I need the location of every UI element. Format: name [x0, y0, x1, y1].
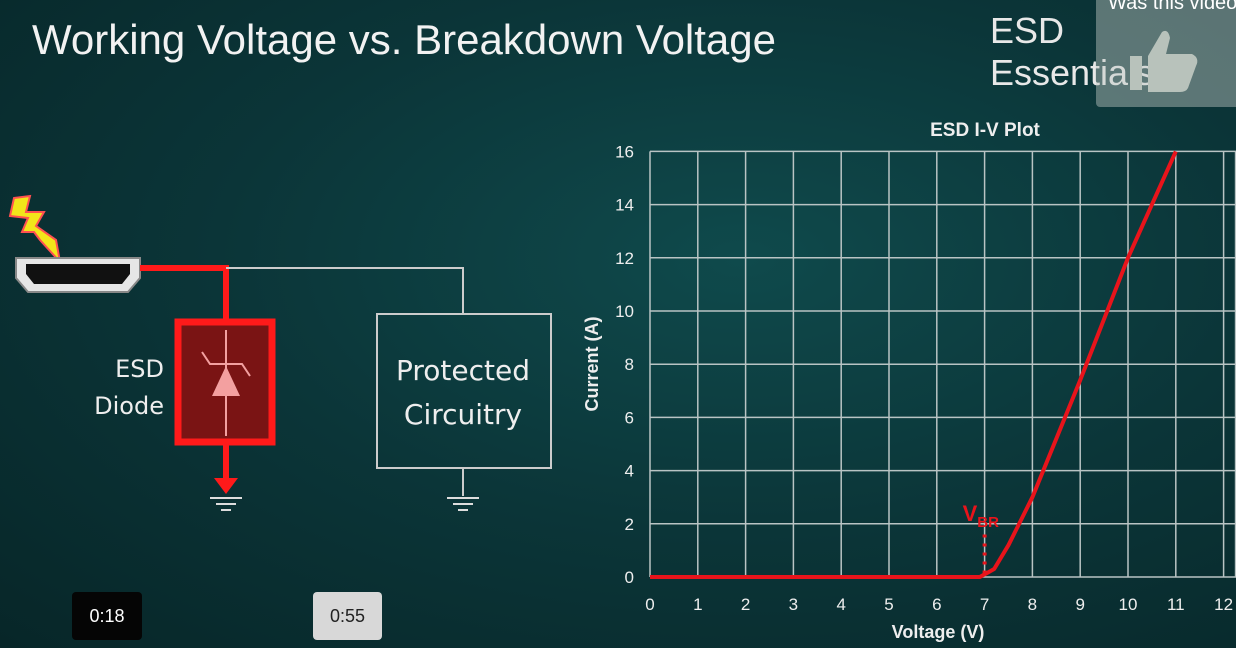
protected-circuitry-box	[376, 313, 552, 469]
feedback-text: Was this video	[1108, 0, 1236, 14]
thumbs-up-icon[interactable]	[1096, 0, 1236, 107]
y-tick-label: 10	[615, 302, 634, 321]
diode-label-esd: ESD	[115, 355, 164, 383]
x-tick-label: 10	[1119, 595, 1138, 614]
chart-title: ESD I-V Plot	[930, 120, 1040, 141]
y-tick-label: 12	[615, 249, 634, 268]
y-tick-label: 16	[615, 142, 634, 161]
x-axis-label: Voltage (V)	[892, 622, 985, 642]
feedback-overlay[interactable]	[1096, 0, 1236, 107]
circuit-diagram: ESD Diode Protected Circuitry	[8, 194, 552, 511]
x-tick-label: 1	[693, 595, 702, 614]
x-tick-label: 0	[645, 595, 654, 614]
circuit-label-protected: Protected	[396, 354, 530, 387]
x-tick-label: 9	[1075, 595, 1084, 614]
x-tick-label: 6	[932, 595, 941, 614]
diode-label-diode: Diode	[94, 392, 164, 420]
x-tick-label: 11	[1167, 595, 1185, 614]
y-axis-label: Current (A)	[582, 317, 602, 412]
y-tick-label: 14	[615, 196, 634, 215]
x-tick-label: 3	[789, 595, 798, 614]
hover-time-tooltip: 0:55	[313, 592, 382, 640]
slide-title: Working Voltage vs. Breakdown Voltage	[32, 16, 777, 63]
lightning-icon	[8, 194, 62, 266]
y-tick-label: 6	[625, 408, 634, 427]
vbr-annotation: VBR	[963, 501, 1000, 531]
circuit-label-circuitry: Circuitry	[404, 398, 522, 431]
hdmi-connector-icon	[15, 257, 141, 293]
y-tick-label: 8	[625, 355, 634, 374]
x-tick-label: 8	[1028, 595, 1037, 614]
x-tick-label: 2	[741, 595, 750, 614]
y-tick-label: 2	[625, 515, 634, 534]
ground-icon	[210, 497, 242, 511]
x-tick-label: 7	[980, 595, 989, 614]
current-time-badge: 0:18	[72, 592, 142, 640]
x-tick-label: 4	[836, 595, 845, 614]
x-tick-label: 12	[1214, 595, 1233, 614]
iv-curve-line	[650, 150, 1178, 579]
ground-icon	[447, 497, 479, 511]
brand-logo-text: ESD Essentials	[990, 10, 1155, 93]
x-tick-label: 5	[884, 595, 893, 614]
y-tick-label: 0	[625, 568, 634, 587]
y-tick-label: 4	[625, 462, 634, 481]
